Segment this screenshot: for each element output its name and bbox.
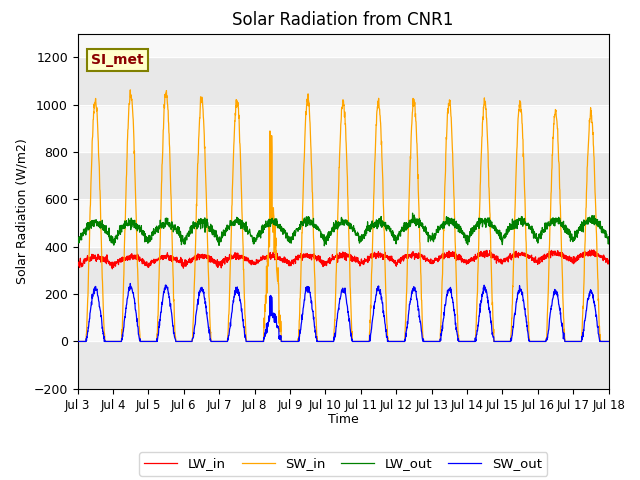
LW_out bbox=[321, 243, 328, 249]
SW_in bbox=[358, 338, 366, 344]
LW_in bbox=[222, 257, 230, 263]
SW_out bbox=[74, 338, 81, 344]
Bar bbox=[77, 105, 609, 152]
LW_in bbox=[370, 251, 378, 257]
LW_in bbox=[573, 258, 580, 264]
LW_out bbox=[74, 238, 81, 244]
LW_in bbox=[358, 259, 366, 265]
Bar bbox=[77, 341, 609, 389]
LW_in bbox=[605, 258, 612, 264]
SW_in bbox=[497, 338, 505, 344]
SW_in bbox=[74, 338, 81, 344]
Bar bbox=[77, 10, 609, 57]
Line: SW_out: SW_out bbox=[77, 284, 609, 341]
SW_in bbox=[222, 338, 230, 344]
SW_out bbox=[222, 338, 230, 344]
Line: LW_out: LW_out bbox=[77, 213, 609, 246]
Bar bbox=[77, 199, 609, 247]
SW_out bbox=[127, 281, 134, 287]
LW_out bbox=[573, 233, 580, 239]
Y-axis label: Solar Radiation (W/m2): Solar Radiation (W/m2) bbox=[15, 138, 28, 284]
SW_out bbox=[358, 338, 366, 344]
X-axis label: Time: Time bbox=[328, 413, 358, 426]
Line: SW_in: SW_in bbox=[77, 90, 609, 341]
LW_in bbox=[497, 257, 505, 263]
LW_in bbox=[558, 253, 566, 259]
Legend: LW_in, SW_in, LW_out, SW_out: LW_in, SW_in, LW_out, SW_out bbox=[139, 452, 547, 476]
SW_in bbox=[370, 189, 378, 195]
SW_out bbox=[370, 306, 378, 312]
LW_in bbox=[74, 263, 81, 269]
LW_out bbox=[498, 237, 506, 243]
Bar bbox=[77, 294, 609, 341]
SW_in bbox=[558, 255, 566, 261]
Line: LW_in: LW_in bbox=[77, 250, 609, 269]
LW_out bbox=[409, 210, 417, 216]
LW_out bbox=[558, 220, 566, 226]
SW_in bbox=[605, 338, 612, 344]
LW_out bbox=[222, 225, 230, 231]
LW_in bbox=[590, 247, 598, 253]
Text: SI_met: SI_met bbox=[91, 53, 143, 67]
LW_in bbox=[109, 266, 116, 272]
Bar bbox=[77, 57, 609, 105]
LW_out bbox=[358, 237, 366, 243]
LW_out bbox=[605, 234, 612, 240]
SW_out bbox=[573, 338, 580, 344]
Bar bbox=[77, 152, 609, 199]
Title: Solar Radiation from CNR1: Solar Radiation from CNR1 bbox=[232, 11, 454, 29]
SW_out bbox=[605, 338, 612, 344]
SW_in bbox=[127, 87, 134, 93]
SW_in bbox=[573, 338, 580, 344]
LW_out bbox=[370, 225, 378, 231]
SW_out bbox=[558, 322, 566, 328]
SW_out bbox=[497, 338, 505, 344]
Bar bbox=[77, 247, 609, 294]
